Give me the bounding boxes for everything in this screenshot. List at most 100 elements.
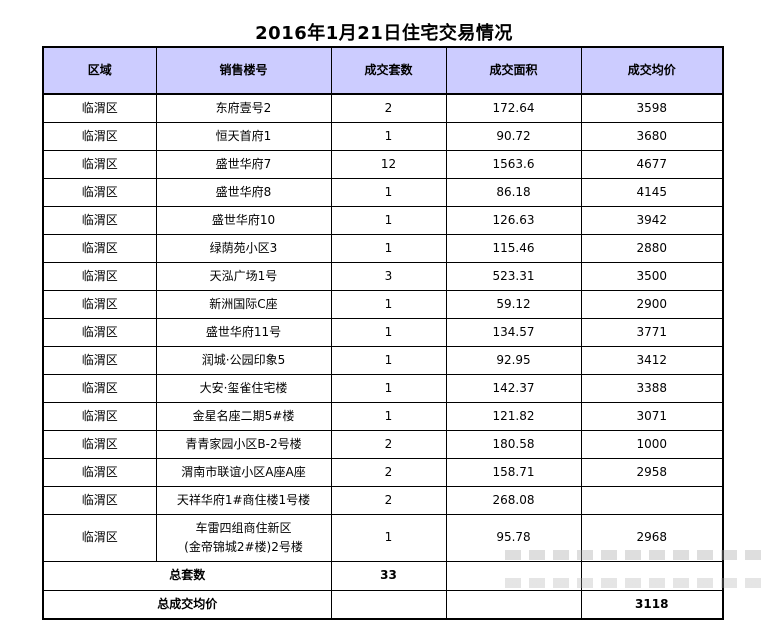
cell-units: 2 <box>330 457 447 487</box>
table-row: 临渭区 东府壹号2 2 172.64 3598 <box>42 93 724 123</box>
cell-units: 12 <box>330 149 447 179</box>
table-row: 临渭区 渭南市联谊小区A座A座 2 158.71 2958 <box>42 457 724 487</box>
cell-area: 86.18 <box>445 177 582 207</box>
cell-region: 临渭区 <box>42 177 157 207</box>
cell-units: 1 <box>330 317 447 347</box>
total-units-value: 33 <box>330 560 447 591</box>
cell-price: 2900 <box>580 289 724 319</box>
cell-building: 盛世华府10 <box>155 205 332 235</box>
cell-area: 121.82 <box>445 401 582 431</box>
cell-area: 523.31 <box>445 261 582 291</box>
table-body: 临渭区 东府壹号2 2 172.64 3598 临渭区 恒天首府1 1 90.72 3680 临渭区… <box>42 93 724 562</box>
cell-region: 临渭区 <box>42 317 157 347</box>
cell-region: 临渭区 <box>42 345 157 375</box>
cell-building: 东府壹号2 <box>155 93 332 123</box>
cell-building: 恒天首府1 <box>155 121 332 151</box>
cell-units: 1 <box>330 177 447 207</box>
cell-price: 3412 <box>580 345 724 375</box>
table-row: 临渭区 金星名座二期5#楼 1 121.82 3071 <box>42 401 724 431</box>
total-price-label: 总成交均价 <box>42 589 332 620</box>
cell-area: 142.37 <box>445 373 582 403</box>
total-price-value: 3118 <box>580 589 724 620</box>
cell-units: 1 <box>330 121 447 151</box>
cell-building: 天祥华府1#商住楼1号楼 <box>155 485 332 515</box>
cell-building: 绿荫苑小区3 <box>155 233 332 263</box>
table-row: 临渭区 天祥华府1#商住楼1号楼 2 268.08 <box>42 485 724 515</box>
cell-region: 临渭区 <box>42 485 157 515</box>
total-price-row: 总成交均价 3118 <box>42 589 724 620</box>
cell-price: 3071 <box>580 401 724 431</box>
page-title: 2016年1月21日住宅交易情况 <box>255 23 513 44</box>
table-row: 临渭区 盛世华府10 1 126.63 3942 <box>42 205 724 235</box>
total-units-label: 总套数 <box>42 560 332 591</box>
table-row: 临渭区 大安·玺雀住宅楼 1 142.37 3388 <box>42 373 724 403</box>
table-row: 临渭区 盛世华府8 1 86.18 4145 <box>42 177 724 207</box>
cell-area: 59.12 <box>445 289 582 319</box>
total-units-price-empty <box>580 560 724 591</box>
cell-price: 3500 <box>580 261 724 291</box>
cell-price: 3771 <box>580 317 724 347</box>
cell-region: 临渭区 <box>42 457 157 487</box>
cell-units: 1 <box>330 345 447 375</box>
cell-region: 临渭区 <box>42 205 157 235</box>
cell-region: 临渭区 <box>42 261 157 291</box>
table-header: 区域 销售楼号 成交套数 成交面积 成交均价 <box>42 46 724 95</box>
table-row: 临渭区 天泓广场1号 3 523.31 3500 <box>42 261 724 291</box>
cell-area: 172.64 <box>445 93 582 123</box>
table-row: 临渭区 润城·公园印象5 1 92.95 3412 <box>42 345 724 375</box>
cell-area: 95.78 <box>445 513 582 562</box>
table-row: 临渭区 盛世华府7 12 1563.6 4677 <box>42 149 724 179</box>
cell-area: 1563.6 <box>445 149 582 179</box>
cell-building: 渭南市联谊小区A座A座 <box>155 457 332 487</box>
cell-units: 3 <box>330 261 447 291</box>
cell-building: 盛世华府8 <box>155 177 332 207</box>
cell-building: 车雷四组商住新区 (金帝锦城2#楼)2号楼 <box>155 513 332 562</box>
cell-region: 临渭区 <box>42 149 157 179</box>
column-header-region: 区域 <box>42 46 157 95</box>
table-footer: 总套数 33 总成交均价 3118 <box>42 560 724 620</box>
cell-area: 134.57 <box>445 317 582 347</box>
cell-building: 青青家园小区B-2号楼 <box>155 429 332 459</box>
cell-area: 115.46 <box>445 233 582 263</box>
cell-units: 1 <box>330 513 447 562</box>
cell-building: 盛世华府7 <box>155 149 332 179</box>
cell-area: 158.71 <box>445 457 582 487</box>
cell-building: 天泓广场1号 <box>155 261 332 291</box>
cell-building: 金星名座二期5#楼 <box>155 401 332 431</box>
cell-units: 1 <box>330 205 447 235</box>
cell-region: 临渭区 <box>42 401 157 431</box>
cell-area: 90.72 <box>445 121 582 151</box>
cell-price: 2958 <box>580 457 724 487</box>
cell-price: 3598 <box>580 93 724 123</box>
cell-price: 1000 <box>580 429 724 459</box>
cell-area: 92.95 <box>445 345 582 375</box>
cell-units: 1 <box>330 401 447 431</box>
cell-region: 临渭区 <box>42 513 157 562</box>
column-header-building: 销售楼号 <box>155 46 332 95</box>
cell-price: 3388 <box>580 373 724 403</box>
total-price-area-empty <box>445 589 582 620</box>
cell-area: 126.63 <box>445 205 582 235</box>
column-header-area: 成交面积 <box>445 46 582 95</box>
cell-price: 4677 <box>580 149 724 179</box>
cell-price: 2968 <box>580 513 724 562</box>
cell-region: 临渭区 <box>42 429 157 459</box>
table-row: 临渭区 青青家园小区B-2号楼 2 180.58 1000 <box>42 429 724 459</box>
cell-price: 4145 <box>580 177 724 207</box>
cell-building: 新洲国际C座 <box>155 289 332 319</box>
cell-area: 268.08 <box>445 485 582 515</box>
table-row: 临渭区 盛世华府11号 1 134.57 3771 <box>42 317 724 347</box>
cell-units: 2 <box>330 429 447 459</box>
cell-building: 大安·玺雀住宅楼 <box>155 373 332 403</box>
cell-region: 临渭区 <box>42 233 157 263</box>
cell-price: 2880 <box>580 233 724 263</box>
total-units-area-empty <box>445 560 582 591</box>
cell-units: 2 <box>330 485 447 515</box>
cell-building: 盛世华府11号 <box>155 317 332 347</box>
cell-units: 2 <box>330 93 447 123</box>
transactions-table: 区域 销售楼号 成交套数 成交面积 成交均价 临渭区 东府壹号2 2 172.64 35… <box>42 46 724 620</box>
cell-units: 1 <box>330 373 447 403</box>
cell-building: 润城·公园印象5 <box>155 345 332 375</box>
cell-units: 1 <box>330 289 447 319</box>
